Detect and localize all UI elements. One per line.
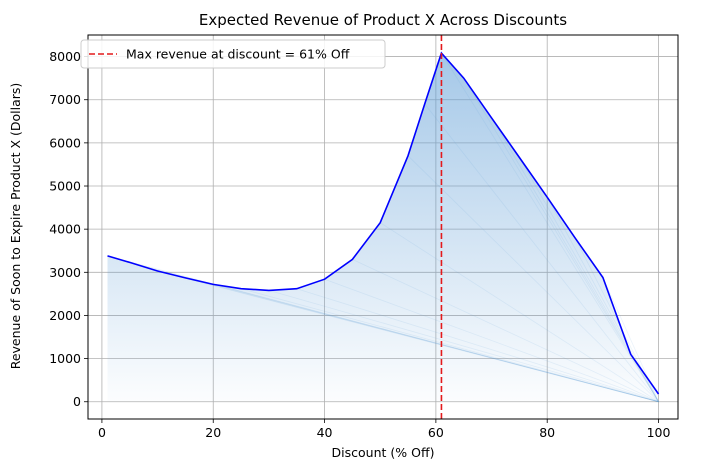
y-tick-label: 0 xyxy=(73,394,81,409)
hatch-line xyxy=(107,255,659,403)
hatch-line xyxy=(157,270,659,403)
y-tick-label: 3000 xyxy=(49,265,81,280)
x-tick-label: 0 xyxy=(98,425,106,440)
hatch-line xyxy=(380,222,659,403)
hatch-line xyxy=(185,277,659,403)
y-axis-ticks: 0 1000 2000 3000 4000 5000 6000 7000 8000 xyxy=(49,49,88,409)
hatch-line xyxy=(352,258,659,403)
x-tick-label: 20 xyxy=(205,425,221,440)
y-tick-label: 5000 xyxy=(49,179,81,194)
hatch-line xyxy=(441,52,659,402)
y-tick-label: 6000 xyxy=(49,135,81,150)
hatch-line xyxy=(296,288,659,403)
y-tick-label: 2000 xyxy=(49,308,81,323)
hatch-line xyxy=(213,283,659,403)
revenue-series-line xyxy=(107,51,660,395)
hatch-line xyxy=(424,103,659,402)
x-axis-ticks: 0 20 40 60 80 100 xyxy=(98,419,671,440)
chart-title: Expected Revenue of Product X Across Dis… xyxy=(199,11,567,29)
y-tick-label: 1000 xyxy=(49,351,81,366)
x-tick-label: 40 xyxy=(317,425,333,440)
legend: Max revenue at discount = 61% Off xyxy=(80,39,386,69)
hatch-line xyxy=(324,278,659,403)
x-tick-label: 60 xyxy=(428,425,444,440)
hatch-line xyxy=(407,155,659,403)
hatch-line xyxy=(240,288,659,403)
hatch-line xyxy=(463,77,659,402)
x-tick-label: 80 xyxy=(539,425,555,440)
hatch-lines xyxy=(107,52,659,403)
y-tick-label: 4000 xyxy=(49,222,81,237)
y-tick-label: 8000 xyxy=(49,49,81,64)
plot-frame xyxy=(87,34,679,420)
y-axis-title: Revenue of Soon to Expire Product X (Dol… xyxy=(8,83,23,370)
legend-label: Max revenue at discount = 61% Off xyxy=(126,47,350,62)
legend-box xyxy=(80,39,386,69)
hatch-line xyxy=(268,290,659,403)
x-axis-title: Discount (% Off) xyxy=(332,445,435,460)
revenue-area-fill xyxy=(107,53,659,402)
y-tick-label: 7000 xyxy=(49,92,81,107)
x-tick-label: 100 xyxy=(647,425,671,440)
